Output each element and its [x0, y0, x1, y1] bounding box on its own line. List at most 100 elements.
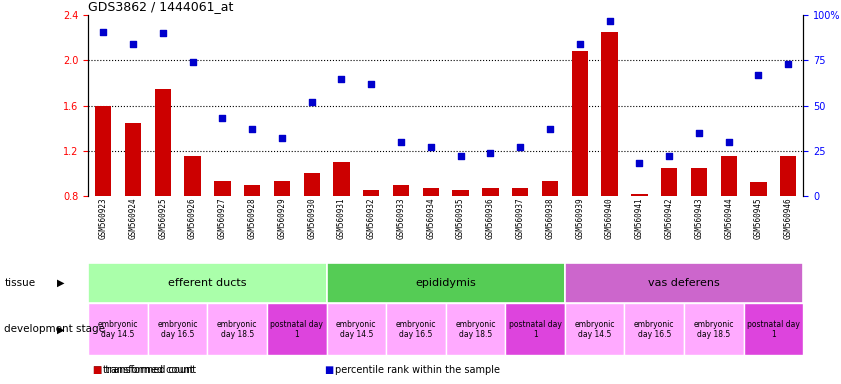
Text: postnatal day
1: postnatal day 1	[270, 319, 323, 339]
Bar	[446, 303, 505, 355]
Text: GSM560944: GSM560944	[724, 197, 733, 239]
Bar	[214, 181, 230, 196]
Bar	[95, 106, 111, 196]
Bar	[750, 182, 767, 196]
Bar	[393, 185, 410, 196]
Text: embryonic
day 16.5: embryonic day 16.5	[634, 319, 674, 339]
Text: ■ transformed count: ■ transformed count	[93, 364, 196, 375]
Text: GSM560939: GSM560939	[575, 197, 584, 239]
Text: GSM560938: GSM560938	[546, 197, 554, 239]
Text: GSM560935: GSM560935	[456, 197, 465, 239]
Bar	[363, 190, 379, 196]
Point	[632, 160, 646, 166]
Bar	[423, 188, 439, 196]
Text: GSM560946: GSM560946	[784, 197, 793, 239]
Text: GSM560931: GSM560931	[337, 197, 346, 239]
Text: postnatal day
1: postnatal day 1	[509, 319, 562, 339]
Bar	[505, 303, 565, 355]
Text: embryonic
day 14.5: embryonic day 14.5	[574, 319, 615, 339]
Text: GSM560936: GSM560936	[486, 197, 495, 239]
Bar	[601, 32, 618, 196]
Bar	[743, 303, 803, 355]
Bar	[721, 156, 737, 196]
Bar	[661, 168, 677, 196]
Point	[752, 72, 765, 78]
Text: embryonic
day 18.5: embryonic day 18.5	[694, 319, 734, 339]
Text: efferent ducts: efferent ducts	[168, 278, 246, 288]
Bar	[88, 303, 148, 355]
Bar	[184, 156, 201, 196]
Text: tissue: tissue	[4, 278, 35, 288]
Bar	[148, 303, 208, 355]
Point	[97, 28, 110, 35]
Text: GSM560942: GSM560942	[664, 197, 674, 239]
Point	[186, 59, 199, 65]
Point	[335, 76, 348, 82]
Bar	[572, 51, 588, 196]
Text: GDS3862 / 1444061_at: GDS3862 / 1444061_at	[88, 0, 234, 13]
Bar	[208, 303, 267, 355]
Bar	[304, 173, 320, 196]
Text: embryonic
day 14.5: embryonic day 14.5	[98, 319, 138, 339]
Text: ■: ■	[93, 364, 102, 375]
Point	[156, 30, 170, 36]
Bar	[326, 263, 565, 303]
Bar	[624, 303, 684, 355]
Text: ▶: ▶	[57, 278, 64, 288]
Text: ■: ■	[324, 364, 333, 375]
Point	[573, 41, 586, 47]
Bar	[542, 181, 558, 196]
Text: GSM560934: GSM560934	[426, 197, 436, 239]
Text: embryonic
day 16.5: embryonic day 16.5	[396, 319, 436, 339]
Text: GSM560929: GSM560929	[278, 197, 287, 239]
Bar	[333, 162, 350, 196]
Bar	[124, 122, 141, 196]
Text: GSM560945: GSM560945	[754, 197, 763, 239]
Bar	[155, 89, 171, 196]
Text: GSM560940: GSM560940	[605, 197, 614, 239]
Text: GSM560927: GSM560927	[218, 197, 227, 239]
Text: GSM560943: GSM560943	[695, 197, 703, 239]
Text: GSM560926: GSM560926	[188, 197, 197, 239]
Bar	[565, 303, 624, 355]
Text: GSM560941: GSM560941	[635, 197, 644, 239]
Bar	[326, 303, 386, 355]
Point	[246, 126, 259, 132]
Bar	[684, 303, 743, 355]
Text: GSM560937: GSM560937	[516, 197, 525, 239]
Text: GSM560933: GSM560933	[397, 197, 405, 239]
Bar	[88, 263, 326, 303]
Point	[275, 135, 288, 141]
Text: GSM560932: GSM560932	[367, 197, 376, 239]
Point	[364, 81, 378, 87]
Text: development stage: development stage	[4, 324, 105, 334]
Point	[663, 153, 676, 159]
Text: GSM560928: GSM560928	[247, 197, 257, 239]
Text: embryonic
day 16.5: embryonic day 16.5	[157, 319, 198, 339]
Text: postnatal day
1: postnatal day 1	[747, 319, 800, 339]
Text: vas deferens: vas deferens	[648, 278, 720, 288]
Text: percentile rank within the sample: percentile rank within the sample	[335, 364, 500, 375]
Text: GSM560923: GSM560923	[98, 197, 108, 239]
Text: embryonic
day 18.5: embryonic day 18.5	[217, 319, 257, 339]
Text: GSM560924: GSM560924	[129, 197, 137, 239]
Bar	[244, 185, 261, 196]
Text: embryonic
day 14.5: embryonic day 14.5	[336, 319, 377, 339]
Point	[305, 99, 319, 105]
Point	[454, 153, 468, 159]
Point	[781, 61, 795, 67]
Point	[424, 144, 437, 150]
Point	[514, 144, 527, 150]
Bar	[565, 263, 803, 303]
Point	[603, 18, 616, 24]
Bar	[386, 303, 446, 355]
Bar	[512, 188, 528, 196]
Point	[722, 139, 735, 145]
Text: GSM560930: GSM560930	[307, 197, 316, 239]
Text: GSM560925: GSM560925	[158, 197, 167, 239]
Point	[215, 115, 229, 121]
Bar	[631, 194, 648, 196]
Point	[692, 130, 706, 136]
Bar	[267, 303, 326, 355]
Text: embryonic
day 18.5: embryonic day 18.5	[455, 319, 495, 339]
